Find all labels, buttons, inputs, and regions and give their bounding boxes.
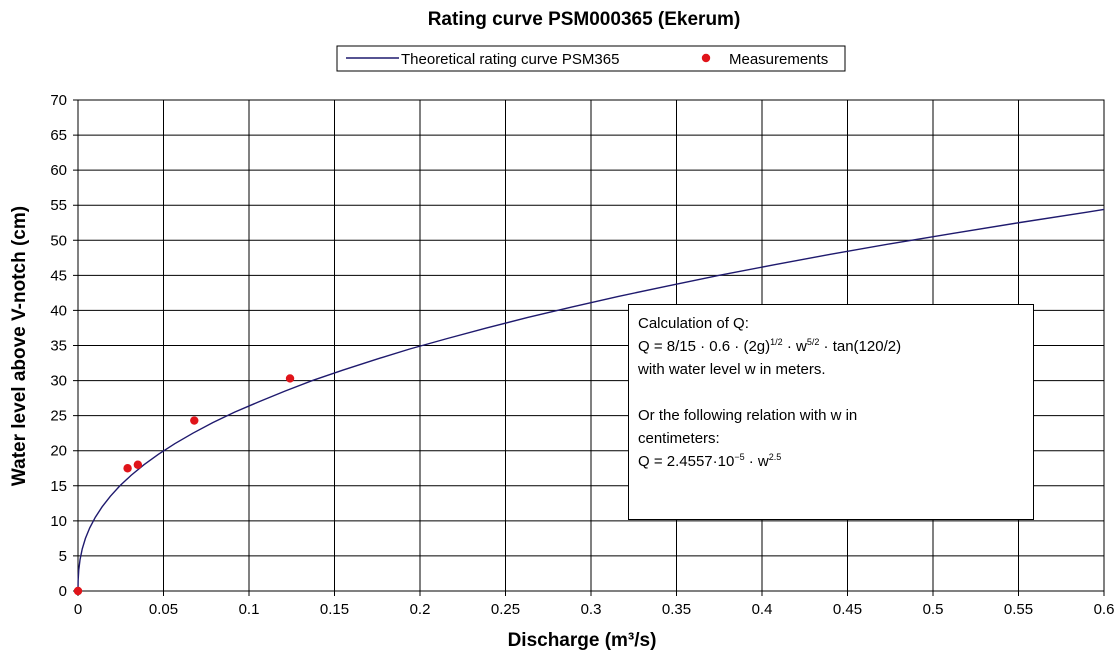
y-tick-label: 15: [50, 478, 67, 495]
y-tick-label: 65: [50, 127, 67, 144]
measurement-point: [285, 374, 295, 383]
annotation-text: · w: [744, 453, 769, 470]
plot-frame: [77, 99, 1105, 592]
y-tick-label: 70: [50, 92, 67, 109]
y-axis-ticks: 0 5 10 15 20 25 30 35 40 45 50 55 60 65 70: [50, 92, 67, 600]
y-tick-label: 30: [50, 373, 67, 390]
x-tick-label: 0.3: [581, 601, 602, 618]
y-axis-title: Water level above V-notch (cm): [9, 206, 30, 486]
annotation-text: · w: [782, 338, 807, 355]
y-tick-label: 0: [59, 583, 67, 600]
annotation-text: · tan(120/2): [819, 338, 902, 355]
y-tick-label: 20: [50, 443, 67, 460]
x-tick-label: 0.05: [149, 601, 178, 618]
y-tick-label: 40: [50, 302, 67, 319]
annotation-line: Q = 2.4557·10−5 · w2.5: [638, 450, 1024, 473]
annotation-line: with water level w in meters.: [638, 358, 1024, 381]
chart-title: Rating curve PSM000365 (Ekerum): [428, 9, 741, 30]
measurement-point: [123, 464, 132, 473]
x-tick-label: 0.15: [320, 601, 349, 618]
annotation-text: Q = 8/15 · 0.6 · (2g): [638, 338, 771, 355]
x-tick-label: 0.35: [662, 601, 691, 618]
measurement-point: [133, 460, 143, 469]
legend-line-label: Theoretical rating curve PSM365: [401, 51, 619, 68]
legend-dot-label: Measurements: [729, 51, 828, 68]
formula-annotation-box: Calculation of Q: Q = 8/15 · 0.6 · (2g)1/…: [628, 304, 1034, 520]
annotation-line: Calculation of Q:: [638, 312, 1024, 335]
theoretical-rating-curve: [77, 208, 1105, 592]
annotation-line: centimeters:: [638, 427, 1024, 450]
annotation-text: Or the following relation with w in: [638, 407, 858, 424]
measurement-point: [190, 416, 199, 425]
x-tick-label: 0.2: [410, 601, 431, 618]
annotation-text: Q = 2.4557·10: [638, 453, 735, 470]
annotation-superscript: 1/2: [770, 337, 783, 347]
y-tick-label: 60: [50, 162, 67, 179]
annotation-line: Or the following relation with w in: [638, 404, 1024, 427]
annotation-line: Q = 8/15 · 0.6 · (2g)1/2 · w5/2 · tan(12…: [638, 335, 1024, 358]
annotation-superscript: 5/2: [806, 337, 820, 347]
y-tick-label: 25: [50, 408, 67, 425]
x-tick-label: 0.5: [923, 601, 944, 618]
y-tick-label: 5: [59, 548, 67, 565]
x-axis-ticks: 0 0.05 0.1 0.15 0.2 0.25 0.3 0.35 0.4 0.45 0.5 0.55…: [74, 601, 1115, 618]
y-tick-label: 50: [50, 232, 67, 249]
annotation-line: [638, 381, 1024, 404]
legend-dot-swatch: [701, 53, 711, 63]
y-tick-label: 35: [50, 338, 67, 355]
y-tick-label: 55: [50, 197, 67, 214]
measurement-points: [73, 374, 295, 596]
x-tick-label: 0.55: [1004, 601, 1033, 618]
measurement-point: [73, 586, 83, 596]
x-tick-label: 0.6: [1094, 601, 1115, 618]
annotation-text: centimeters:: [638, 430, 720, 447]
x-tick-label: 0.4: [752, 601, 773, 618]
annotation-superscript: 2.5: [768, 452, 782, 462]
annotation-text: with water level w in meters.: [638, 361, 826, 378]
annotation-text: Calculation of Q:: [638, 315, 749, 332]
x-tick-label: 0.1: [239, 601, 260, 618]
legend: Theoretical rating curve PSM365 Measurem…: [336, 45, 846, 72]
x-tick-label: 0: [74, 601, 82, 618]
y-tick-label: 45: [50, 267, 67, 284]
y-tick-label: 10: [50, 513, 67, 530]
x-tick-label: 0.45: [833, 601, 862, 618]
x-tick-label: 0.25: [491, 601, 520, 618]
x-axis-title: Discharge (m³/s): [508, 630, 657, 651]
annotation-superscript: −5: [734, 452, 745, 462]
legend-box: [336, 45, 846, 72]
